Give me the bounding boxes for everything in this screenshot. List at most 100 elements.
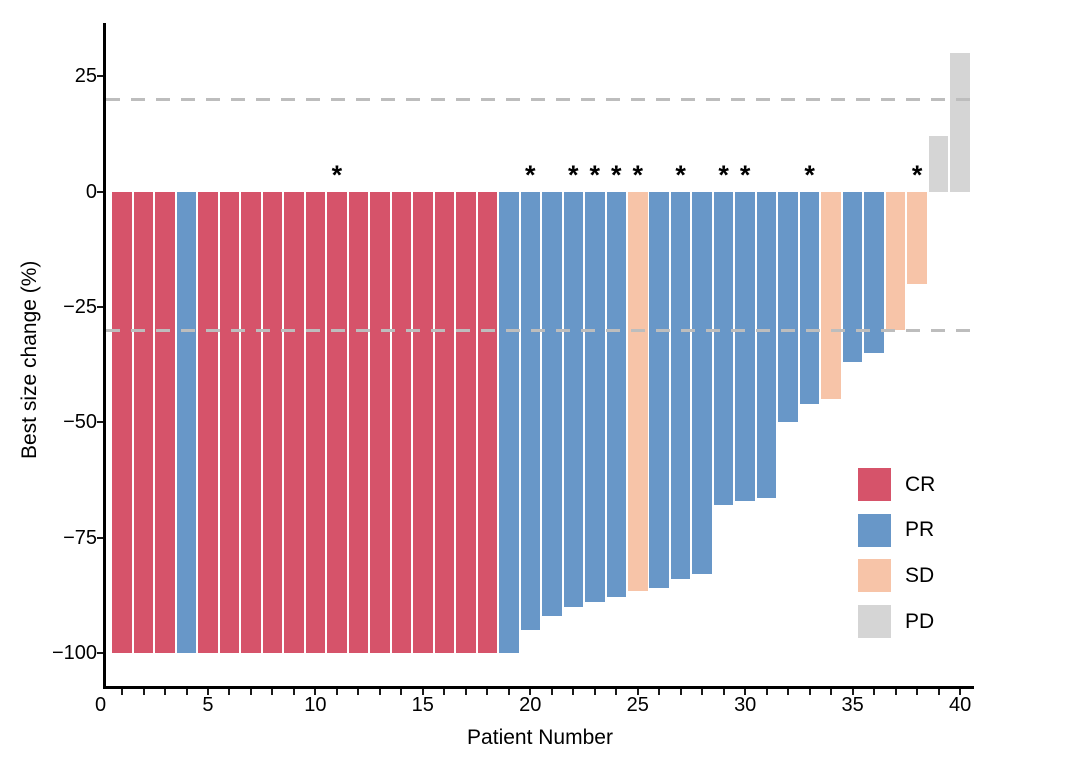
y-tick-label--100: −100 <box>51 641 97 664</box>
x-tick-6 <box>228 689 231 695</box>
bar-patient-2 <box>133 191 154 653</box>
x-tick-31 <box>765 689 768 695</box>
y-tick-25 <box>97 75 103 78</box>
x-tick-30 <box>744 689 747 695</box>
asterisk-patient-24: * <box>611 160 622 190</box>
x-tick-18 <box>486 689 489 695</box>
bar-patient-23 <box>585 191 605 603</box>
x-tick-33 <box>808 689 811 695</box>
bar-patient-20 <box>520 191 541 630</box>
bar-patient-27 <box>670 191 691 579</box>
bar-patient-1 <box>112 191 132 653</box>
bar-patient-4 <box>176 191 197 653</box>
legend-item-PR: PR <box>858 513 935 547</box>
asterisk-patient-25: * <box>632 160 644 190</box>
asterisk-patient-11: * <box>331 160 343 190</box>
bar-patient-37 <box>885 191 906 330</box>
legend-item-SD: SD <box>858 559 935 593</box>
asterisk-patient-38: * <box>911 160 923 190</box>
bar-patient-21 <box>542 191 562 616</box>
bar-patient-13 <box>370 191 390 653</box>
bar-patient-38 <box>907 191 927 284</box>
y-tick-label--50: −50 <box>63 411 97 434</box>
bar-patient-10 <box>305 191 326 653</box>
x-tick-40 <box>959 689 962 695</box>
bar-patient-19 <box>499 191 519 653</box>
bar-patient-3 <box>155 191 175 653</box>
x-tick-19 <box>507 689 510 695</box>
x-tick-13 <box>378 689 381 695</box>
bar-patient-25 <box>628 191 648 591</box>
x-tick-1 <box>121 689 123 695</box>
bar-patient-11 <box>327 191 347 653</box>
y-tick-label-25: 25 <box>74 65 97 88</box>
x-tick-label-40: 40 <box>948 694 972 716</box>
y-tick--50 <box>97 421 103 424</box>
y-tick-label--75: −75 <box>63 526 97 549</box>
x-tick-37 <box>894 689 897 695</box>
x-tick-7 <box>249 689 252 695</box>
legend-label-PD: PD <box>905 609 935 633</box>
bar-patient-12 <box>348 191 369 653</box>
y-axis-line <box>103 23 106 689</box>
legend-label-SD: SD <box>905 563 935 587</box>
legend-label-PR: PR <box>905 518 935 542</box>
bar-patient-40 <box>950 53 970 192</box>
legend-item-PD: PD <box>858 605 935 639</box>
legend-label-CR: CR <box>905 472 936 496</box>
bar-patient-34 <box>821 191 841 400</box>
x-axis-line <box>103 686 974 689</box>
legend-swatch-CR <box>858 468 891 501</box>
x-tick-5 <box>206 689 209 695</box>
asterisk-patient-30: * <box>739 160 751 190</box>
bar-patient-18 <box>477 191 498 653</box>
bar-patient-15 <box>413 191 433 653</box>
bar-patient-30 <box>735 191 755 501</box>
asterisk-patient-22: * <box>568 160 579 190</box>
x-tick-15 <box>421 689 424 695</box>
reference-line-minus30 <box>106 328 974 332</box>
bar-patient-5 <box>198 191 218 653</box>
asterisk-patient-29: * <box>718 160 729 190</box>
x-tick-label-5: 5 <box>202 694 214 716</box>
x-tick-27 <box>679 689 682 695</box>
x-tick-8 <box>271 689 274 695</box>
bar-patient-22 <box>563 191 584 607</box>
legend-swatch-SD <box>858 559 891 593</box>
x-tick-4 <box>185 689 188 695</box>
x-tick-2 <box>142 689 145 695</box>
asterisk-patient-20: * <box>525 160 536 190</box>
x-tick-label-15: 15 <box>411 694 434 716</box>
bar-patient-17 <box>456 191 476 653</box>
bar-patient-26 <box>649 191 669 589</box>
legend-item-CR: CR <box>858 468 935 501</box>
x-tick-label-20: 20 <box>519 694 542 716</box>
y-tick-label--25: −25 <box>63 296 97 318</box>
x-tick-label-25: 25 <box>626 694 649 716</box>
x-tick-28 <box>701 689 704 695</box>
x-tick-16 <box>443 689 446 695</box>
y-tick--25 <box>97 306 103 308</box>
bar-patient-16 <box>434 191 455 653</box>
bar-patient-28 <box>692 191 712 575</box>
x-tick-9 <box>292 689 295 695</box>
asterisk-patient-33: * <box>804 160 815 190</box>
x-tick-label-30: 30 <box>734 694 757 716</box>
bar-patient-24 <box>606 191 627 598</box>
x-tick-11 <box>335 689 338 695</box>
x-tick-35 <box>851 689 854 695</box>
bar-patient-14 <box>391 191 412 653</box>
x-tick-label-0: 0 <box>94 694 107 716</box>
x-tick-34 <box>830 689 833 695</box>
x-tick-36 <box>873 689 876 695</box>
y-axis-title: Best size change (%) <box>18 260 41 460</box>
x-tick-23 <box>593 689 596 695</box>
x-tick-38 <box>916 689 919 695</box>
y-tick--100 <box>97 651 103 654</box>
bar-patient-35 <box>842 191 863 363</box>
x-tick-14 <box>400 689 403 695</box>
x-tick-10 <box>314 689 317 695</box>
bar-patient-36 <box>864 191 884 354</box>
x-tick-22 <box>572 689 575 695</box>
